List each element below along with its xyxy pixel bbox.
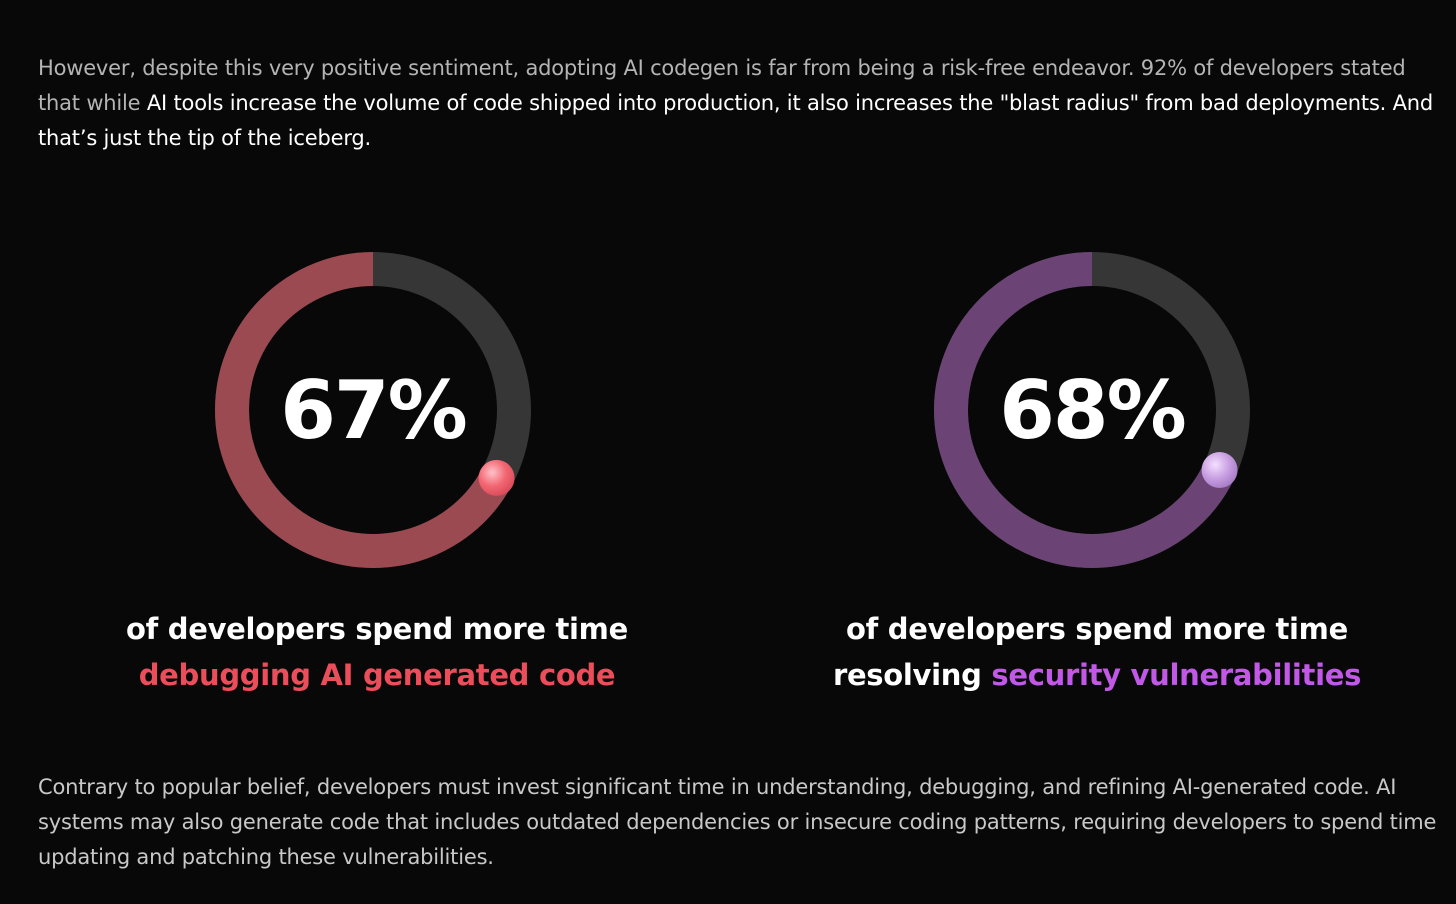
intro-dim-text: However, despite this very positive sent… bbox=[38, 56, 1406, 115]
ring-knob bbox=[1201, 452, 1238, 489]
percent-value: 67% bbox=[280, 363, 467, 457]
percent-value: 68% bbox=[999, 363, 1186, 457]
outro-paragraph: Contrary to popular belief, developers m… bbox=[38, 775, 1437, 869]
caption-prefix: resolving bbox=[832, 658, 992, 692]
ring-knob bbox=[478, 459, 515, 496]
stat-caption-debugging: of developers spend more time debugging … bbox=[97, 606, 657, 698]
stat-ring-security: 68% bbox=[932, 250, 1252, 570]
intro-bright-text: AI tools increase the volume of code shi… bbox=[38, 91, 1434, 150]
intro-paragraph: However, despite this very positive sent… bbox=[38, 51, 1438, 156]
ring-progress bbox=[934, 252, 1250, 568]
caption-line: of developers spend more time bbox=[846, 612, 1348, 646]
caption-highlight: debugging AI generated code bbox=[138, 658, 616, 692]
stat-caption-security: of developers spend more time resolving … bbox=[817, 606, 1377, 698]
caption-line: of developers spend more time bbox=[126, 612, 628, 646]
progress-ring bbox=[215, 252, 531, 568]
stat-ring-debugging: 67% bbox=[213, 250, 533, 570]
caption-highlight-line: resolving security vulnerabilities bbox=[817, 652, 1377, 698]
ring-progress bbox=[215, 252, 531, 568]
progress-ring bbox=[934, 252, 1250, 568]
caption-highlight: security vulnerabilities bbox=[991, 658, 1362, 692]
caption-highlight-line: debugging AI generated code bbox=[97, 652, 657, 698]
